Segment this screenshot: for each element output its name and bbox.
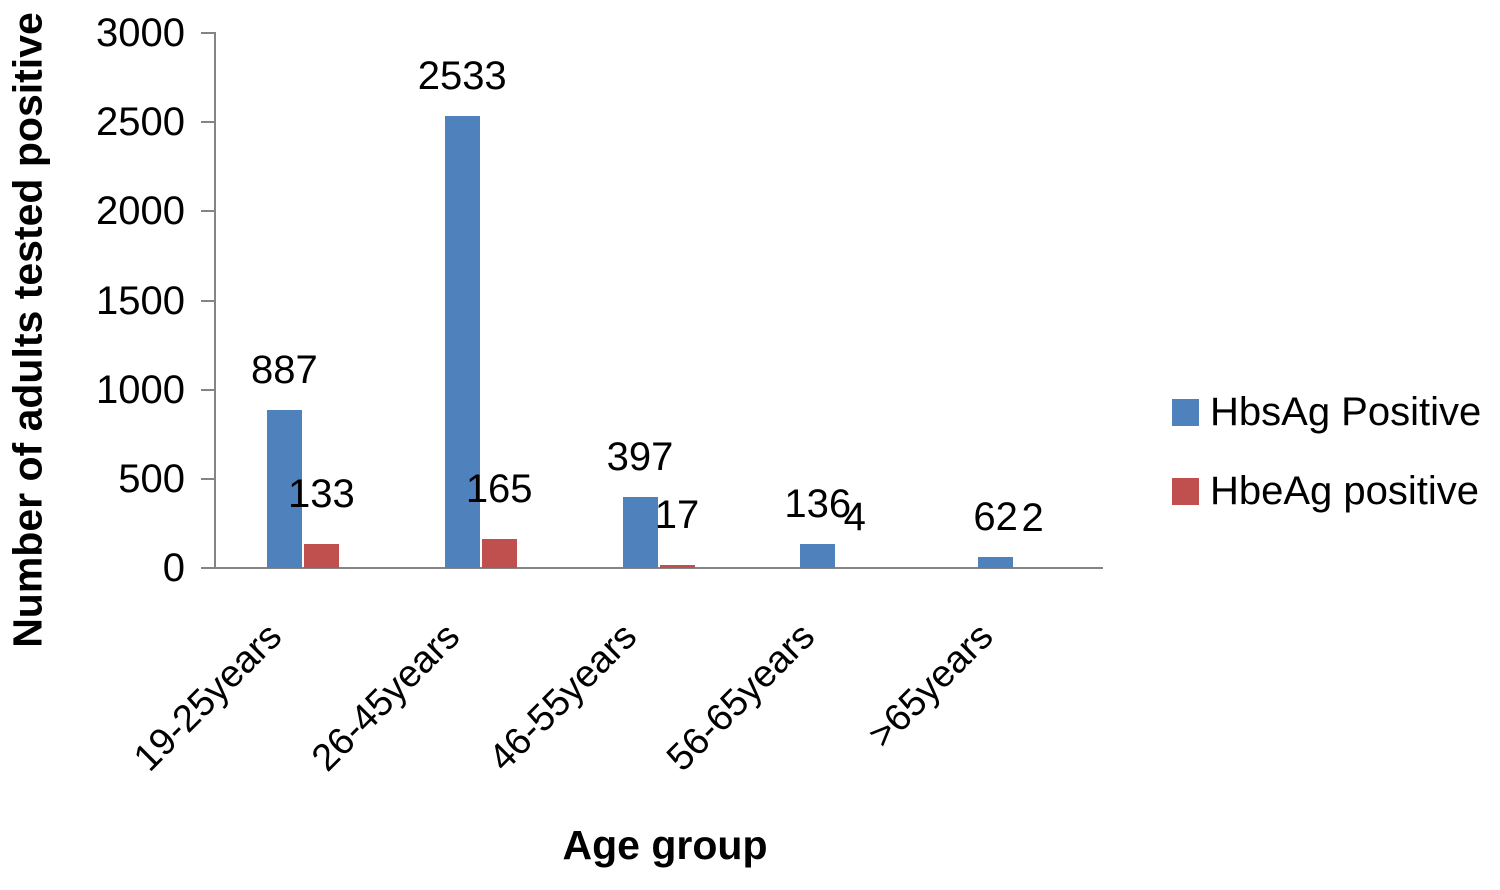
legend-label-hbeag: HbeAg positive (1210, 469, 1480, 513)
y-tick-label-2000: 2000 (96, 189, 185, 234)
legend-label-hbsag: HbsAg Positive (1210, 390, 1482, 434)
y-tick-label-0: 0 (162, 546, 185, 590)
x-tick-label-19-25years: 19-25years (125, 615, 290, 780)
bar-hbsag-positive-26-45years (445, 116, 480, 568)
y-axis-line (214, 32, 216, 569)
y-tick-mark-2000 (201, 210, 214, 213)
x-tick-label-26-45years: 26-45years (303, 615, 468, 780)
data-label-hbsag-positive-26-45years: 2533 (417, 54, 507, 99)
y-tick-mark-3000 (201, 32, 214, 34)
bar-hbsag-positive-46-55years (623, 497, 658, 568)
x-tick-label-46-55years: 46-55years (481, 615, 646, 780)
x-tick-label-56-65years: 56-65years (659, 615, 824, 780)
data-label-hbeag-positive-56-65years: 4 (843, 495, 866, 540)
y-tick-label-1000: 1000 (96, 367, 185, 412)
data-label-hbeag-positive-46-55years: 17 (654, 492, 700, 537)
data-label-hbeag-positive-19-25years: 133 (288, 472, 355, 517)
x-tick-label-65years: >65years (860, 615, 1002, 757)
legend-swatch-hbsag (1172, 398, 1199, 426)
bar-hbeag-positive-26-45years (482, 538, 517, 568)
y-tick-label-3000: 3000 (96, 11, 185, 55)
data-label-hbsag-positive-19-25years: 887 (251, 347, 318, 392)
y-tick-label-500: 500 (118, 456, 185, 501)
y-tick-mark-0 (201, 567, 214, 569)
y-tick-label-2500: 2500 (96, 100, 185, 145)
x-axis-title: Age group (562, 822, 768, 868)
legend-item-hbeag: HbeAg positive (1172, 471, 1481, 511)
y-tick-mark-500 (201, 477, 214, 480)
bar-hbsag-positive-19-25years (267, 409, 302, 568)
bar-hbeag-positive-46-55years (660, 564, 695, 568)
bar-hbsag-positive-56-65years (800, 543, 835, 568)
data-label-hbsag-positive-56-65years: 136 (784, 481, 852, 526)
y-tick-label-1500: 1500 (96, 278, 185, 323)
y-tick-mark-2500 (201, 121, 214, 124)
y-axis-title: Number of adults tested positive (4, 12, 51, 648)
legend-item-hbsag: HbsAg Positive (1172, 392, 1481, 432)
y-tick-mark-1000 (201, 388, 214, 391)
data-label-hbeag-positive-65years: 2 (1021, 495, 1044, 540)
y-tick-mark-1500 (201, 299, 214, 302)
data-label-hbsag-positive-46-55years: 397 (606, 435, 674, 480)
data-label-hbsag-positive-65years: 62 (973, 494, 1018, 539)
data-label-hbeag-positive-26-45years: 165 (465, 466, 533, 511)
legend-swatch-hbeag (1172, 477, 1199, 505)
legend: HbsAg Positive HbeAg positive (1172, 392, 1481, 554)
bar-hbsag-positive-65years (978, 556, 1013, 568)
bar-hbeag-positive-19-25years (304, 544, 339, 568)
x-axis-line (214, 567, 1103, 569)
